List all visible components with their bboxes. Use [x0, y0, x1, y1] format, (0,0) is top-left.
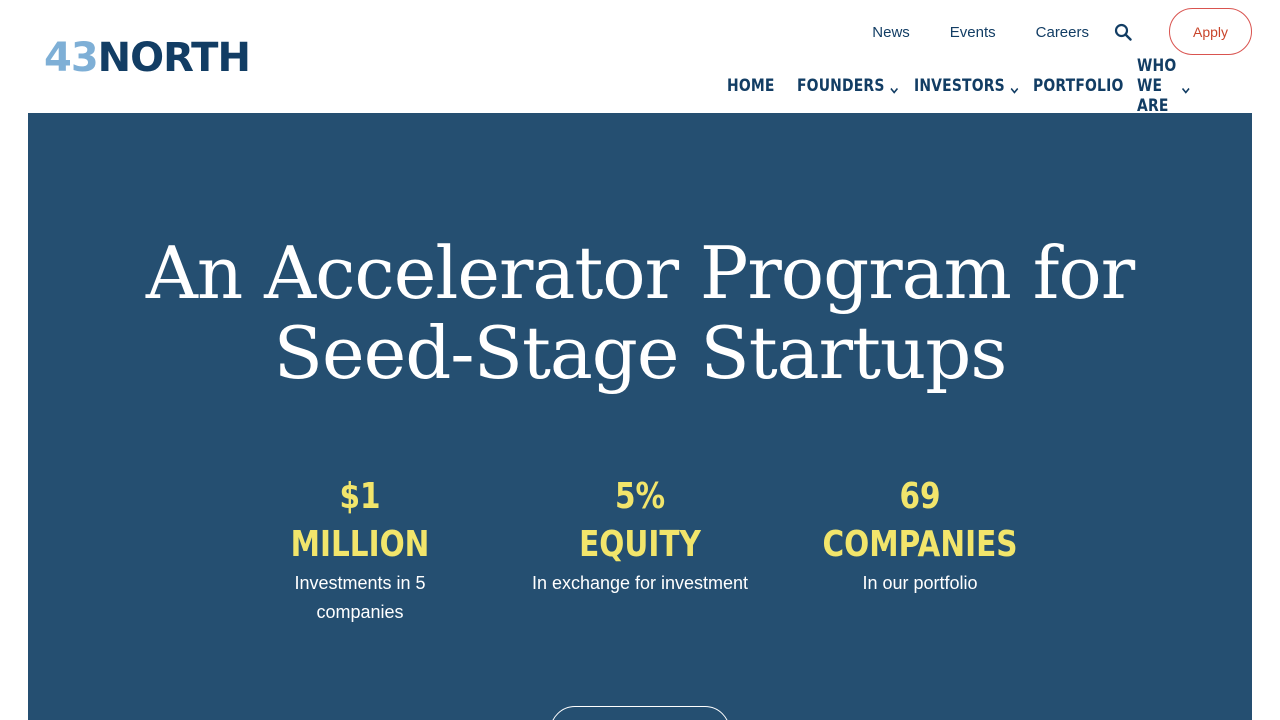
hero-cta-button[interactable]: [550, 706, 730, 720]
nav-item-home[interactable]: HOME: [727, 74, 775, 98]
stat-investment: $1 MILLION Investments in 5 companies: [230, 473, 490, 627]
nav-item-label: PORTFOLIO: [1033, 76, 1124, 96]
nav-item-who-we-are[interactable]: WHO WE ARE: [1137, 56, 1190, 116]
stat-value-line-1: 5%: [614, 476, 666, 517]
stat-equity: 5% EQUITY In exchange for investment: [510, 473, 770, 598]
nav-item-founders[interactable]: FOUNDERS: [797, 74, 898, 98]
stat-value-line-2: COMPANIES: [822, 524, 1018, 565]
nav-item-label: INVESTORS: [914, 76, 1005, 96]
stat-description: In exchange for investment: [531, 573, 749, 593]
nav-link-events[interactable]: Events: [949, 23, 996, 41]
stat-value-line-1: 69: [899, 476, 941, 517]
stats-row: $1 MILLION Investments in 5 companies 5%…: [28, 473, 1252, 643]
nav-item-label: WHO WE ARE: [1137, 56, 1177, 116]
stat-description: In our portfolio: [862, 573, 978, 593]
stat-value-line-2: EQUITY: [579, 524, 701, 565]
chevron-down-icon: [889, 81, 898, 94]
site-logo[interactable]: 43 NORTH: [44, 35, 251, 81]
hero-title-line-1: An Accelerator Program for: [145, 231, 1135, 315]
logo-word: NORTH: [97, 35, 251, 81]
logo-number: 43: [44, 35, 99, 81]
hero-title-line-2: Seed-Stage Startups: [273, 311, 1008, 395]
stat-value-line-1: $1: [339, 476, 381, 517]
stat-companies: 69 COMPANIES In our portfolio: [790, 473, 1050, 598]
nav-link-news[interactable]: News: [872, 23, 910, 41]
search-icon[interactable]: [1113, 22, 1133, 42]
nav-link-careers[interactable]: Careers: [1035, 23, 1089, 41]
chevron-down-icon: [1010, 81, 1019, 94]
nav-item-label: HOME: [727, 76, 775, 96]
utility-nav: News Events Careers: [872, 20, 1133, 44]
hero-title: An Accelerator Program for Seed-Stage St…: [28, 233, 1252, 393]
stat-description: Investments in 5 companies: [294, 573, 426, 622]
apply-button[interactable]: Apply: [1169, 8, 1252, 55]
nav-item-investors[interactable]: INVESTORS: [914, 74, 1019, 98]
nav-item-label: FOUNDERS: [797, 76, 885, 96]
hero-section: An Accelerator Program for Seed-Stage St…: [28, 113, 1252, 720]
stat-value-line-2: MILLION: [290, 524, 430, 565]
nav-item-portfolio[interactable]: PORTFOLIO: [1033, 74, 1123, 98]
chevron-down-icon: [1181, 81, 1190, 94]
